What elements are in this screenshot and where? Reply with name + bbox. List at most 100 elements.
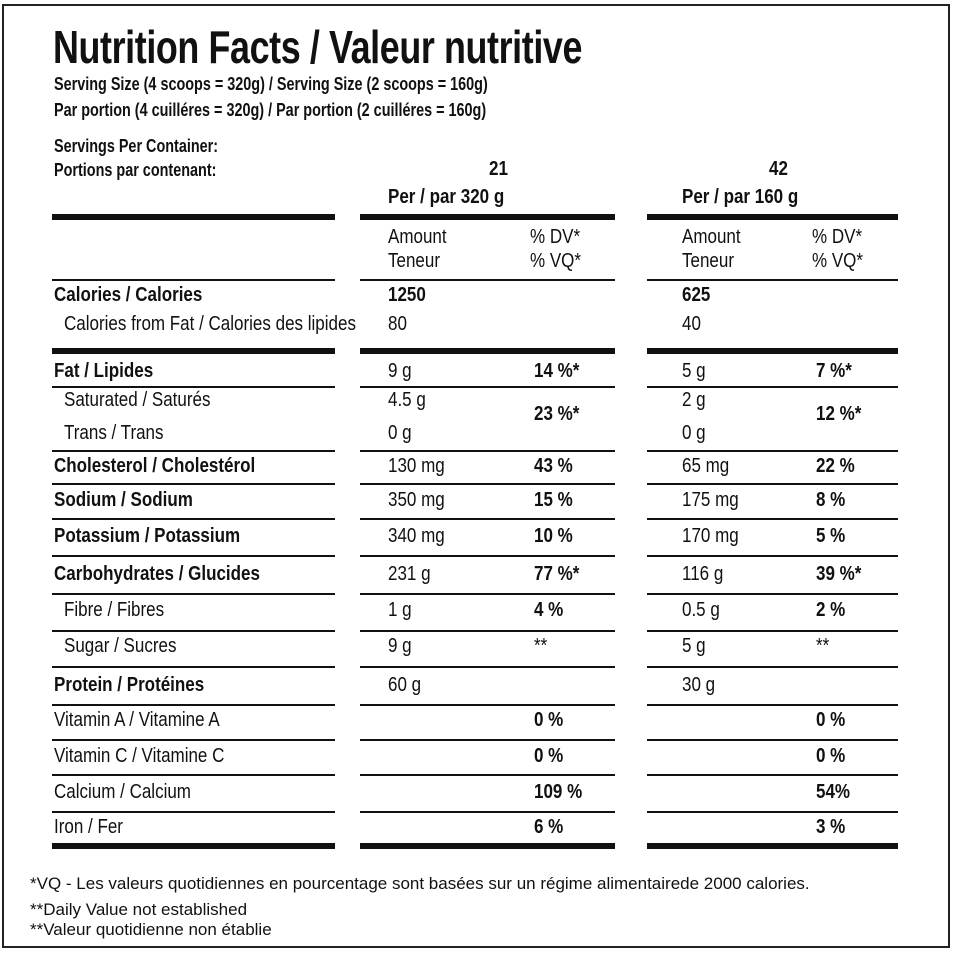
thin-divider xyxy=(647,739,898,741)
row-label: Vitamin A / Vitamine A xyxy=(54,709,220,731)
thin-divider xyxy=(360,630,615,632)
thin-divider xyxy=(52,386,335,388)
thick-divider xyxy=(360,843,615,849)
daily-value-percent: 77 %* xyxy=(534,563,580,585)
thin-divider xyxy=(647,593,898,595)
vq-header: % VQ* xyxy=(812,250,864,272)
footnote-dv-en: **Daily Value not established xyxy=(30,900,248,919)
daily-value-percent: 23 %* xyxy=(534,403,580,425)
thin-divider xyxy=(360,279,615,281)
thick-divider xyxy=(52,843,335,849)
daily-value-percent: 14 %* xyxy=(534,360,580,382)
amount-value: 0 g xyxy=(388,422,412,444)
amount-value: 175 mg xyxy=(682,489,739,511)
per-serving-size: Per / par 320 g xyxy=(388,186,505,208)
daily-value-percent: 8 % xyxy=(816,489,846,511)
thick-divider xyxy=(647,843,898,849)
amount-value: 340 mg xyxy=(388,525,445,547)
row-label: Fat / Lipides xyxy=(54,360,154,382)
row-label: Calcium / Calcium xyxy=(54,781,191,803)
amount-value: 350 mg xyxy=(388,489,445,511)
amount-header: Amount xyxy=(682,226,741,248)
amount-value: 116 g xyxy=(682,563,724,585)
thin-divider xyxy=(52,811,335,813)
servings-count: 21 xyxy=(489,158,508,180)
thin-divider xyxy=(52,518,335,520)
row-label: Sodium / Sodium xyxy=(54,489,193,511)
serving-size-fr: Par portion (4 cuilléres = 320g) / Par p… xyxy=(54,100,487,120)
thin-divider xyxy=(360,593,615,595)
amount-value: 4.5 g xyxy=(388,389,426,411)
amount-value: 2 g xyxy=(682,389,706,411)
thin-divider xyxy=(52,666,335,668)
thin-divider xyxy=(52,774,335,776)
daily-value-percent: 4 % xyxy=(534,599,564,621)
thick-divider xyxy=(360,214,615,220)
teneur-header: Teneur xyxy=(388,250,440,272)
row-label: Calories / Calories xyxy=(54,284,203,306)
amount-value: 30 g xyxy=(682,674,716,696)
thin-divider xyxy=(360,774,615,776)
thin-divider xyxy=(360,483,615,485)
amount-header: Amount xyxy=(388,226,447,248)
per-serving-size: Per / par 160 g xyxy=(682,186,799,208)
amount-value: 40 xyxy=(682,313,701,335)
amount-value: 1 g xyxy=(388,599,412,621)
thin-divider xyxy=(52,450,335,452)
thin-divider xyxy=(647,279,898,281)
daily-value-percent: 0 % xyxy=(816,745,846,767)
thin-divider xyxy=(52,555,335,557)
daily-value-percent: 15 % xyxy=(534,489,573,511)
daily-value-percent: 109 % xyxy=(534,781,583,803)
daily-value-percent: 43 % xyxy=(534,455,573,477)
thin-divider xyxy=(52,704,335,706)
thin-divider xyxy=(52,483,335,485)
label-frame xyxy=(2,4,950,948)
thin-divider xyxy=(360,386,615,388)
daily-value-percent: 0 % xyxy=(534,745,564,767)
amount-value: 0.5 g xyxy=(682,599,720,621)
daily-value-percent: 2 % xyxy=(816,599,846,621)
thin-divider xyxy=(647,450,898,452)
thin-divider xyxy=(52,593,335,595)
amount-value: 1250 xyxy=(388,284,426,306)
amount-value: 60 g xyxy=(388,674,422,696)
thin-divider xyxy=(360,739,615,741)
row-label: Cholesterol / Cholestérol xyxy=(54,455,256,477)
teneur-header: Teneur xyxy=(682,250,734,272)
amount-value: 5 g xyxy=(682,360,706,382)
daily-value-percent: 0 % xyxy=(534,709,564,731)
thin-divider xyxy=(52,630,335,632)
row-label: Carbohydrates / Glucides xyxy=(54,563,260,585)
daily-value-percent: 0 % xyxy=(816,709,846,731)
thin-divider xyxy=(360,555,615,557)
daily-value-percent: 12 %* xyxy=(816,403,862,425)
daily-value-percent: 5 % xyxy=(816,525,846,547)
thin-divider xyxy=(647,774,898,776)
serving-size-en: Serving Size (4 scoops = 320g) / Serving… xyxy=(54,74,488,94)
thick-divider xyxy=(52,214,335,220)
thick-divider xyxy=(647,214,898,220)
daily-value-percent: 3 % xyxy=(816,816,846,838)
row-label: Fibre / Fibres xyxy=(64,599,165,621)
servings-label-en: Servings Per Container: xyxy=(54,136,219,156)
daily-value-percent: 39 %* xyxy=(816,563,862,585)
amount-value: 80 xyxy=(388,313,407,335)
thin-divider xyxy=(52,739,335,741)
thin-divider xyxy=(360,811,615,813)
thin-divider xyxy=(52,279,335,281)
thin-divider xyxy=(647,630,898,632)
amount-value: 130 mg xyxy=(388,455,445,477)
amount-value: 5 g xyxy=(682,635,706,657)
thick-divider xyxy=(647,348,898,354)
row-label: Potassium / Potassium xyxy=(54,525,241,547)
footnote-vq: *VQ - Les valeurs quotidiennes en pource… xyxy=(30,874,810,893)
dv-header: % DV* xyxy=(812,226,863,248)
thick-divider xyxy=(52,348,335,354)
thin-divider xyxy=(360,666,615,668)
vq-header: % VQ* xyxy=(530,250,582,272)
thin-divider xyxy=(647,518,898,520)
amount-value: 625 xyxy=(682,284,711,306)
thick-divider xyxy=(360,348,615,354)
thin-divider xyxy=(360,518,615,520)
